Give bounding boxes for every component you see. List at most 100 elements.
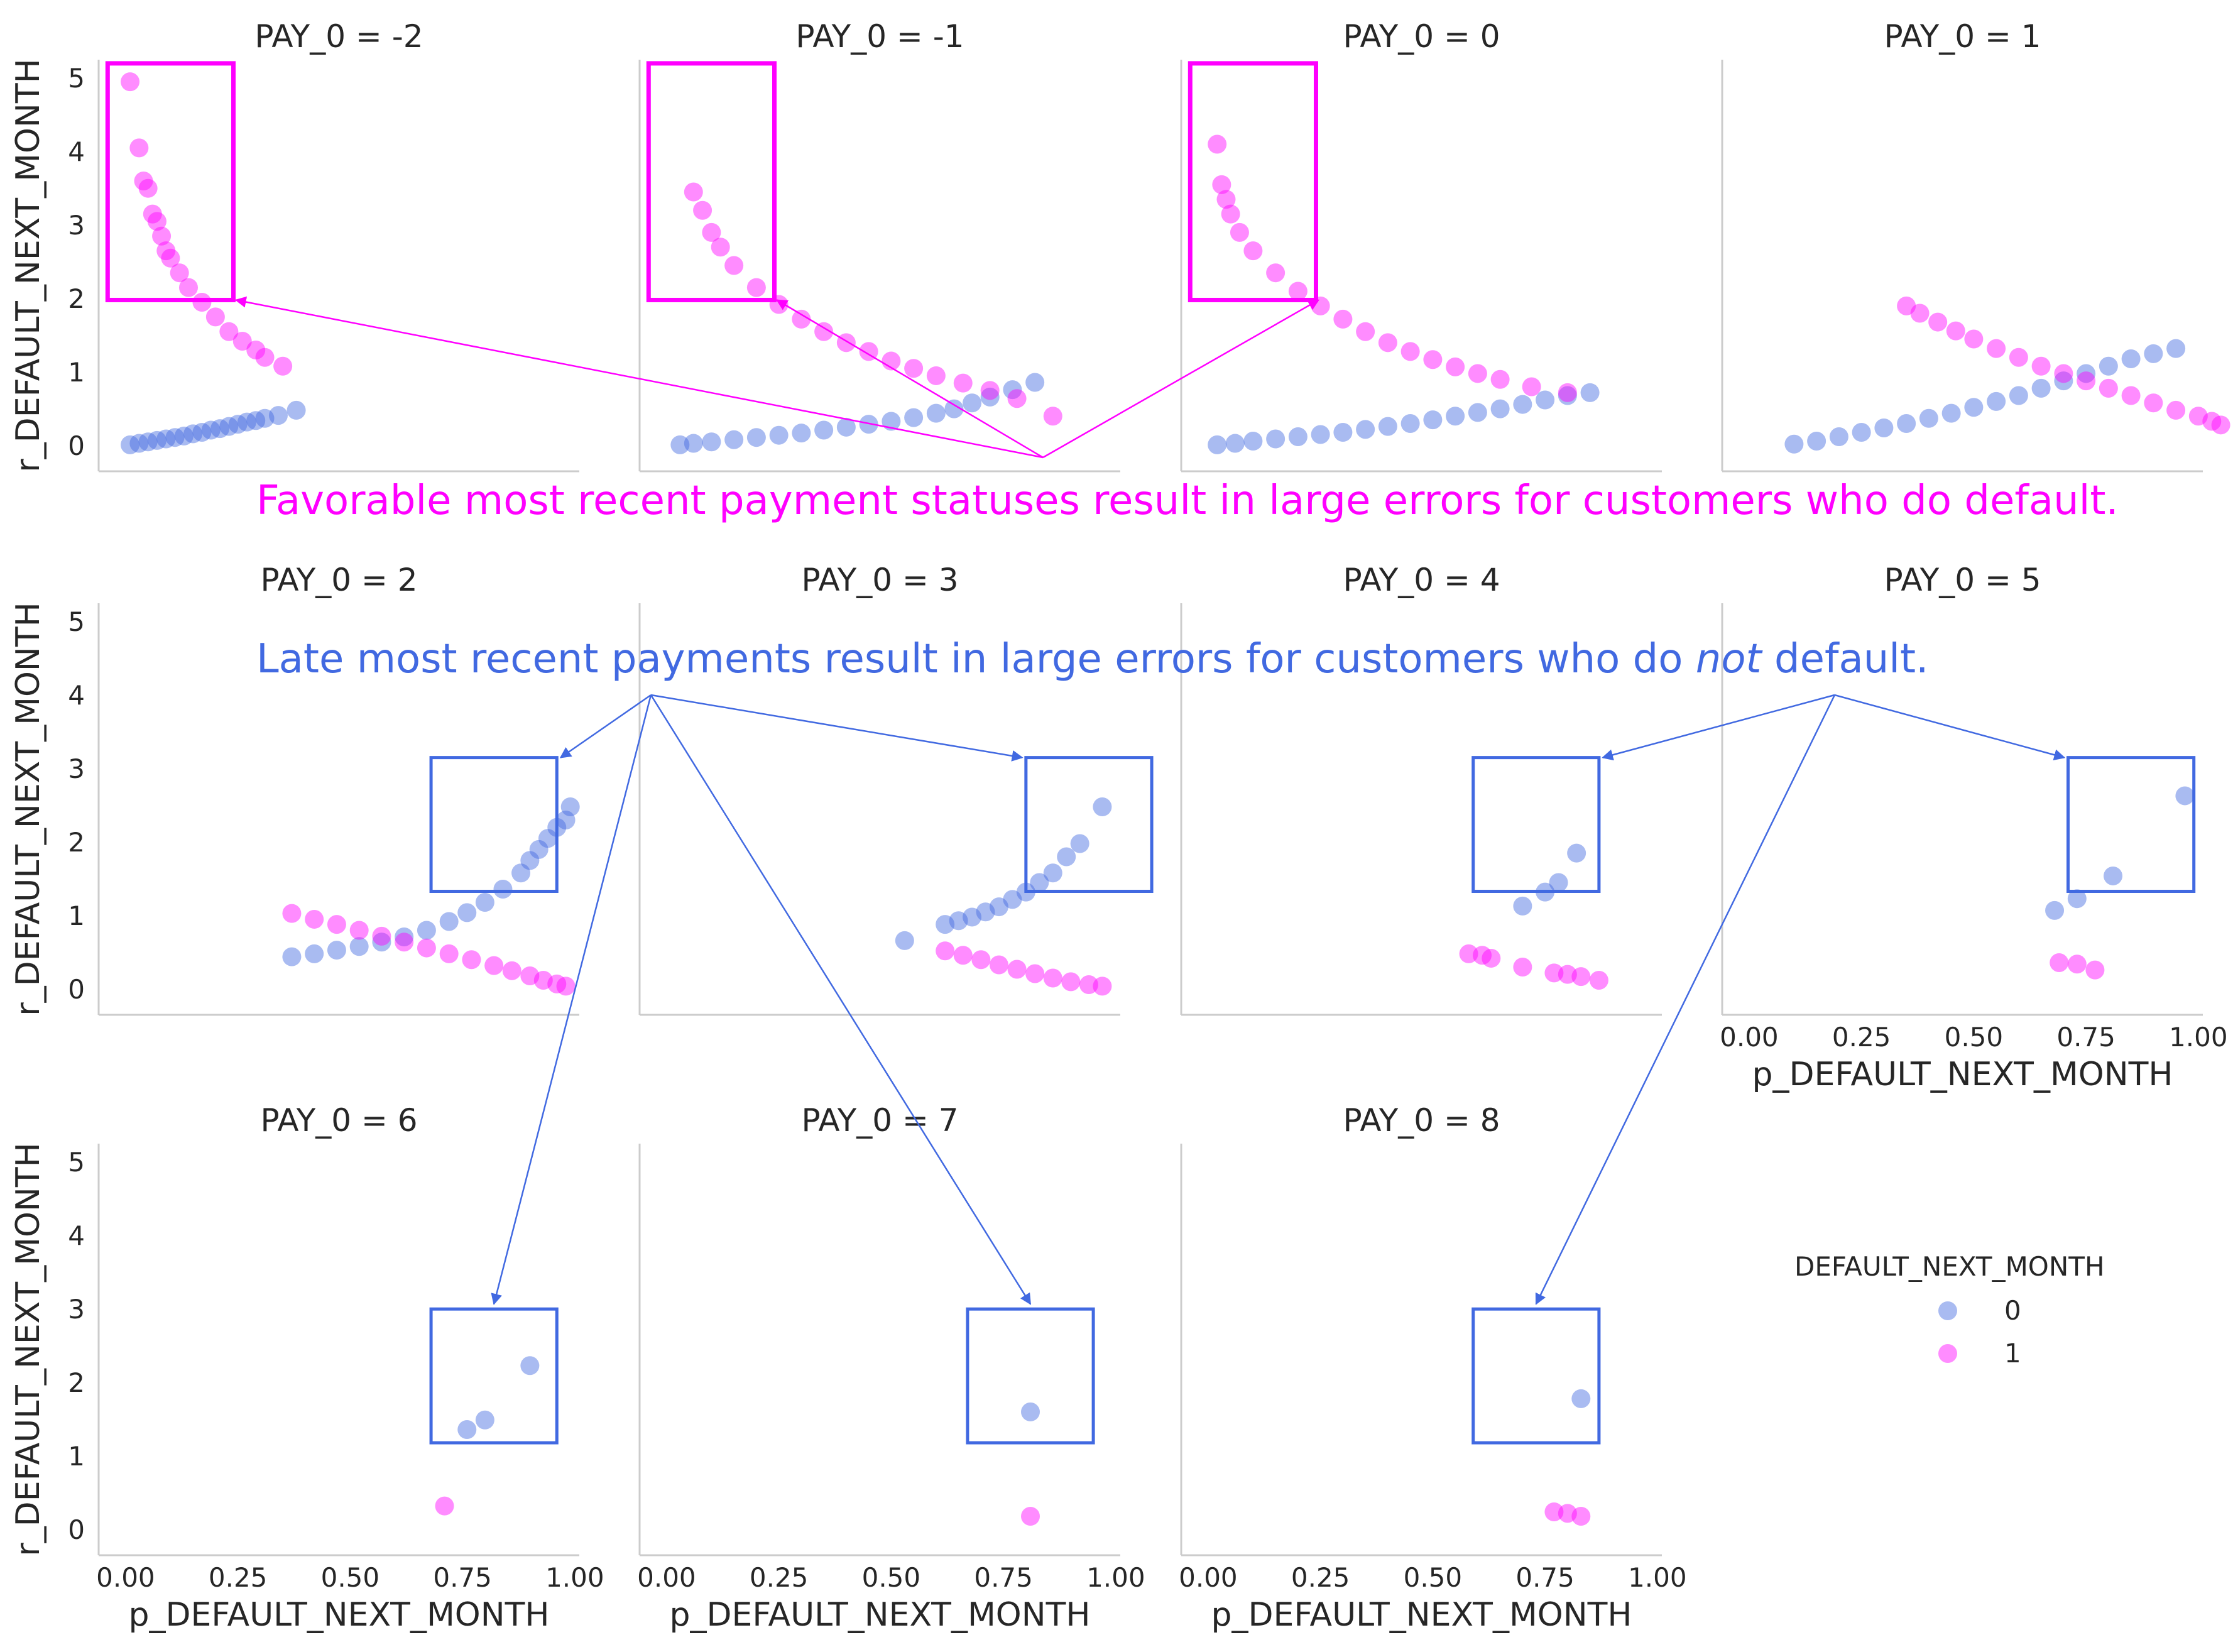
data-point-class-1 [147, 212, 167, 231]
data-point-class-1 [971, 950, 991, 970]
x-tick-label: 0.00 [1720, 1022, 1779, 1053]
data-point-class-0 [769, 425, 789, 445]
annotation-arrow-magenta [775, 299, 1044, 459]
facet-panel: PAY_0 = -2 0 1 2 3 4 5 r_DEFAULT_NEXT_MONTH [9, 18, 579, 473]
annotation-arrow-magenta [234, 296, 1044, 459]
data-point-class-1 [1007, 389, 1027, 408]
data-point-class-0 [165, 428, 185, 447]
data-point-class-0 [493, 879, 513, 899]
data-point-class-0 [246, 411, 266, 430]
data-point-class-1 [1400, 342, 1420, 361]
y-tick-label: 5 [68, 63, 85, 94]
y-axis-label: r_DEFAULT_NEXT_MONTH [9, 1142, 47, 1556]
data-point-class-1 [1043, 407, 1062, 426]
y-tick-label: 4 [68, 1220, 85, 1251]
y-tick-label: 2 [68, 827, 85, 858]
data-point-class-1 [1446, 357, 1465, 376]
facet-panel: PAY_0 = 7 0.00 0.25 0.50 0.75 1.00p_DEFAULT_N… [637, 1102, 1145, 1634]
highlight-box-blue [966, 1307, 1095, 1445]
x-axis-label: p_DEFAULT_NEXT_MONTH [1211, 1596, 1632, 1634]
highlight-box-blue [1024, 756, 1154, 893]
data-point-class-1 [1473, 946, 1492, 965]
data-point-class-1 [1212, 175, 1231, 194]
y-tick-label: 4 [68, 136, 85, 167]
data-point-class-0 [1057, 847, 1076, 867]
data-point-class-0 [457, 903, 477, 922]
data-point-class-1 [462, 950, 481, 970]
data-point-class-0 [2067, 889, 2087, 909]
data-point-class-1 [520, 966, 540, 986]
y-tick-label: 1 [68, 1441, 85, 1472]
data-point-class-0 [936, 915, 955, 934]
data-point-class-1 [1571, 1507, 1591, 1526]
data-point-class-0 [327, 941, 346, 960]
data-point-class-1 [2099, 378, 2118, 398]
data-point-class-1 [1266, 263, 1286, 283]
data-point-class-1 [556, 976, 576, 996]
data-point-class-0 [882, 412, 901, 431]
y-tick-label: 0 [68, 430, 85, 461]
data-point-class-0 [1093, 797, 1112, 816]
data-point-class-0 [1003, 380, 1022, 400]
data-point-class-0 [989, 897, 1008, 917]
data-point-class-1 [1007, 960, 1027, 979]
panel-title: PAY_0 = 0 [1343, 18, 1500, 55]
annotation-arrow-blue [1535, 694, 1836, 1305]
x-tick-label: 0.75 [2056, 1022, 2116, 1053]
panel-title: PAY_0 = -1 [795, 18, 964, 55]
x-tick-label: 0.50 [862, 1562, 921, 1593]
data-point-class-1 [1558, 1504, 1577, 1523]
data-point-class-0 [372, 933, 391, 952]
annotation-arrow-magenta [1042, 299, 1320, 459]
data-point-class-0 [305, 944, 324, 963]
data-point-class-1 [1558, 383, 1577, 402]
data-point-class-1 [1043, 968, 1062, 988]
y-axis-label: r_DEFAULT_NEXT_MONTH [9, 602, 47, 1015]
data-point-class-0 [268, 406, 288, 425]
panel-title: PAY_0 = 1 [1884, 18, 2041, 55]
data-point-class-1 [2121, 386, 2141, 405]
panel-title: PAY_0 = 5 [1884, 562, 2041, 598]
data-point-class-0 [1536, 390, 1555, 410]
data-point-class-0 [255, 408, 275, 428]
data-point-class-0 [1567, 843, 1586, 863]
annotation-arrow-blue [650, 694, 1032, 1305]
data-point-class-0 [1558, 386, 1577, 405]
data-point-class-1 [1544, 1502, 1564, 1521]
data-point-class-1 [936, 941, 955, 961]
data-point-class-1 [1459, 944, 1478, 963]
data-point-class-0 [439, 912, 459, 931]
data-point-class-1 [305, 909, 324, 929]
x-tick-label: 0.25 [1291, 1562, 1350, 1593]
annotation-nondefault-errors: Late most recent payments result in larg… [256, 636, 1928, 682]
data-point-class-1 [205, 307, 225, 327]
x-tick-label: 0.00 [96, 1562, 155, 1593]
x-tick-label: 0.25 [209, 1562, 268, 1593]
y-tick-label: 1 [68, 900, 85, 931]
data-point-class-1 [1490, 369, 1510, 389]
data-point-class-1 [2188, 407, 2208, 426]
data-point-class-0 [2121, 349, 2141, 369]
data-point-class-1 [1079, 975, 1098, 995]
facet-panel: PAY_0 = 5 0.00 0.25 0.50 0.75 1.00p_DEFAULT_N… [1720, 562, 2227, 1093]
data-point-class-1 [836, 333, 856, 353]
legend-marker-class-1 [1938, 1344, 1957, 1363]
data-point-class-0 [228, 415, 248, 434]
panel-title: PAY_0 = 6 [260, 1102, 417, 1139]
highlight-box-magenta [646, 61, 777, 302]
panel-title: PAY_0 = 8 [1343, 1102, 1500, 1139]
y-tick-label: 5 [68, 1147, 85, 1178]
data-point-class-1 [273, 356, 293, 376]
data-point-class-1 [1897, 296, 1916, 315]
data-point-class-0 [1807, 432, 1826, 451]
data-point-class-1 [1468, 364, 1487, 383]
annotation-arrow-blue [1834, 694, 2066, 761]
facet-panel: PAY_0 = -1 [638, 18, 1120, 473]
data-point-class-0 [2166, 339, 2186, 358]
data-point-class-0 [395, 927, 414, 947]
data-point-class-1 [219, 322, 239, 341]
data-point-class-0 [1378, 417, 1397, 436]
data-point-class-1 [2054, 364, 2073, 383]
facet-panel: PAY_0 = 6 0 1 2 3 4 5 r_DEFAULT_NEXT_MONTH 0.00 0… [9, 1102, 604, 1634]
data-point-class-0 [1490, 399, 1510, 418]
